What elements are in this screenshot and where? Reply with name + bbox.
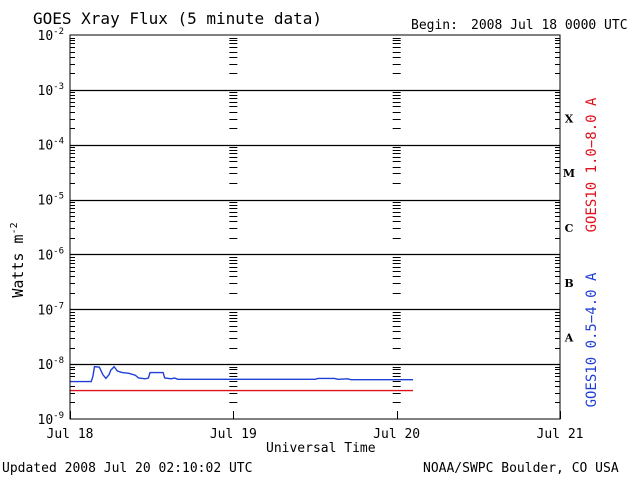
y-tick-label: 10-6 <box>38 246 65 263</box>
y-tick-base: 10 <box>38 84 54 99</box>
y-tick-base: 10 <box>38 194 54 209</box>
y-tick-base: 10 <box>38 413 54 428</box>
y-axis-label: Watts m-2 <box>9 222 27 297</box>
begin-label: Begin: <box>411 18 458 33</box>
flare-class-labels: A B C M X <box>563 112 575 344</box>
x-tick-label: Jul 20 <box>373 427 420 442</box>
x-tick-label: Jul 19 <box>210 427 257 442</box>
flare-class-label: C <box>565 222 574 235</box>
day-divider-ticks <box>70 38 561 419</box>
y-tick-label: 10-3 <box>38 82 65 99</box>
y-axis-label-text: Watts m <box>9 234 27 298</box>
flare-class-label: A <box>564 332 574 345</box>
y-tick-label: 10-8 <box>38 356 65 373</box>
series-line <box>70 365 413 383</box>
y-tick-labels: 10-910-810-710-610-510-410-310-2 <box>38 27 65 428</box>
y-tick-exponent: -5 <box>53 192 64 202</box>
y-tick-exponent: -4 <box>53 137 64 147</box>
y-tick-label: 10-7 <box>38 301 65 318</box>
y-tick-exponent: -6 <box>53 246 64 256</box>
x-tick-label: Jul 21 <box>537 427 584 442</box>
y-tick-exponent: -3 <box>53 82 64 92</box>
y-tick-label: 10-4 <box>38 137 65 154</box>
plot-frame <box>69 34 561 420</box>
flare-class-label: B <box>564 277 573 290</box>
y-tick-exponent: -9 <box>53 411 64 421</box>
y-axis-label-wrap: Watts m-2 <box>4 160 32 360</box>
y-tick-base: 10 <box>38 139 54 154</box>
legend-long-wrap: GOES10 1.0−8.0 A <box>582 80 602 250</box>
grid-lines <box>70 89 560 366</box>
flare-class-label: X <box>565 112 574 125</box>
flare-class-label: M <box>563 167 575 180</box>
begin-value: 2008 Jul 18 0000 UTC <box>471 18 628 33</box>
x-tick-label: Jul 18 <box>47 427 94 442</box>
y-axis-label-exponent: -2 <box>9 222 20 235</box>
y-tick-label: 10-5 <box>38 192 65 209</box>
y-tick-base: 10 <box>38 303 54 318</box>
legend-short-channel: GOES10 0.5−4.0 A <box>584 272 600 408</box>
y-tick-base: 10 <box>38 29 54 44</box>
chart-title: GOES Xray Flux (5 minute data) <box>33 9 322 28</box>
y-tick-label: 10-9 <box>38 411 65 428</box>
x-tick-labels: Jul 18 Jul 19 Jul 20 Jul 21 <box>47 427 584 442</box>
y-tick-base: 10 <box>38 248 54 263</box>
series-layer <box>70 365 413 392</box>
legend-long-channel: GOES10 1.0−8.0 A <box>584 97 600 233</box>
x-axis-label: Universal Time <box>266 441 376 456</box>
y-tick-exponent: -8 <box>53 356 64 366</box>
y-tick-exponent: -2 <box>53 27 64 37</box>
y-tick-base: 10 <box>38 358 54 373</box>
credit-text: NOAA/SWPC Boulder, CO USA <box>423 461 619 476</box>
y-tick-exponent: -7 <box>53 301 64 311</box>
y-tick-label: 10-2 <box>38 27 65 44</box>
updated-timestamp: Updated 2008 Jul 20 02:10:02 UTC <box>2 461 253 476</box>
legend-short-wrap: GOES10 0.5−4.0 A <box>582 260 602 420</box>
